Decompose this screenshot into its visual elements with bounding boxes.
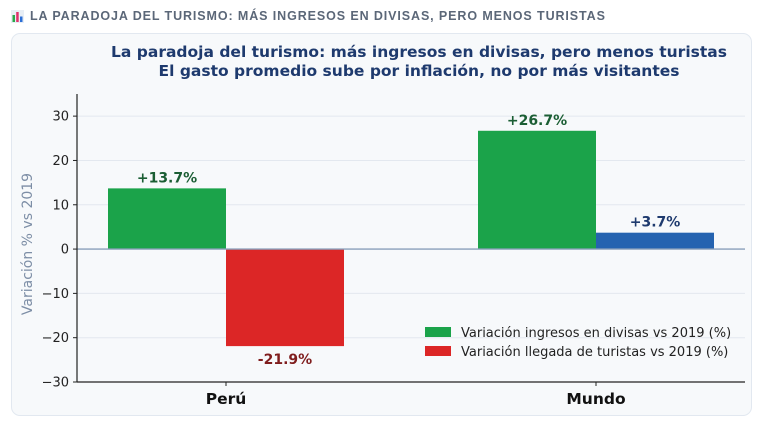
legend: Variación ingresos en divisas vs 2019 (%… [425,326,731,360]
chart-card: La paradoja del turismo: más ingresos en… [11,33,752,416]
data-label: +26.7% [507,113,567,129]
y-tick-label: −10 [42,287,69,302]
bars [108,130,714,347]
data-label: +13.7% [137,170,197,186]
bar-chart-icon [11,9,24,23]
category-label: Mundo [566,390,625,408]
bar-ingresos-mundo [478,130,596,250]
category-label: Perú [206,390,247,408]
legend-label: Variación llegada de turistas vs 2019 (%… [461,345,728,360]
data-label: +3.7% [630,215,681,231]
chart-title: La paradoja del turismo: más ingresos en… [111,43,727,61]
y-tick-label: −30 [42,376,69,391]
y-ticks: 30 20 10 0 −10 −20 −30 [42,110,77,391]
page-header: LA PARADOJA DEL TURISMO: MÁS INGRESOS EN… [11,7,606,25]
header-title: LA PARADOJA DEL TURISMO: MÁS INGRESOS EN… [30,9,606,23]
data-labels: +13.7% +26.7% -21.9% +3.7% [137,113,680,368]
y-tick-label: 10 [52,198,69,213]
bar-ingresos-perú [108,188,226,250]
legend-swatch [425,327,451,337]
y-axis-label: Variación % vs 2019 [20,173,36,315]
y-tick-label: −20 [42,331,69,346]
y-tick-label: 30 [52,110,69,125]
y-tick-label: 0 [61,243,69,258]
legend-swatch [425,346,451,356]
chart-subtitle: El gasto promedio sube por inflación, no… [159,62,680,80]
bar-turistas-mundo [596,232,714,250]
bar-turistas-perú [226,249,344,347]
data-label: -21.9% [258,352,312,368]
x-ticks: Perú Mundo [206,382,626,408]
bar-chart: La paradoja del turismo: más ingresos en… [20,43,745,408]
axes [76,94,745,383]
y-tick-label: 20 [52,154,69,169]
legend-label: Variación ingresos en divisas vs 2019 (%… [461,326,731,341]
